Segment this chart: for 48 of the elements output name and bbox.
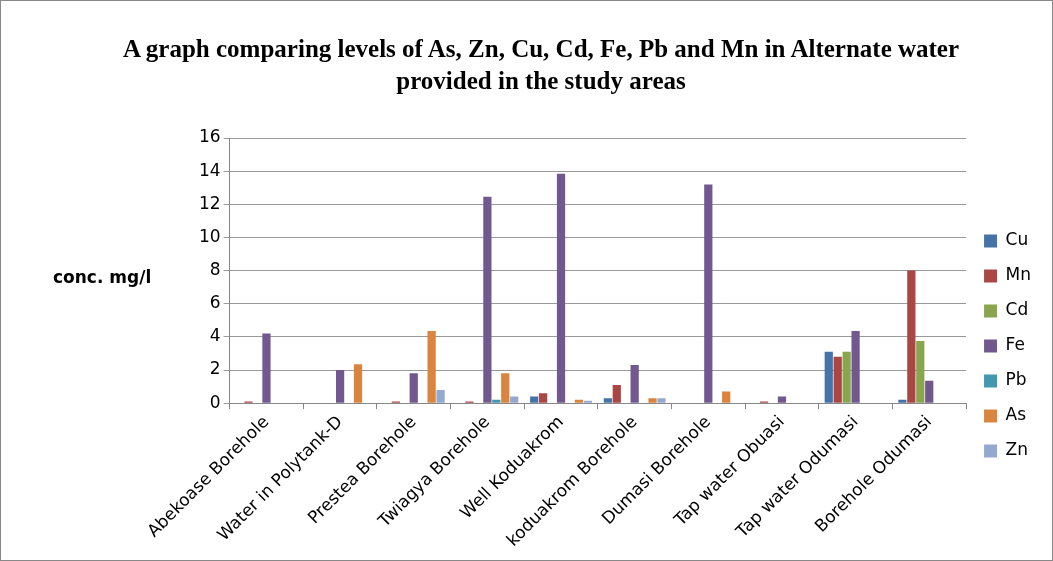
bar xyxy=(262,333,271,403)
legend-label: Cd xyxy=(1005,299,1029,320)
bar xyxy=(648,398,657,403)
y-tick-label: 8 xyxy=(209,259,221,279)
bar xyxy=(335,370,345,403)
bar xyxy=(353,364,363,403)
bar xyxy=(556,173,566,403)
y-axis-title: conc. mg/l xyxy=(53,266,152,287)
y-tick-label: 6 xyxy=(209,292,221,313)
bar xyxy=(925,380,934,403)
bar xyxy=(907,270,916,403)
bar xyxy=(436,389,445,403)
bar xyxy=(916,341,925,403)
bar xyxy=(851,331,860,403)
legend-label: Fe xyxy=(1005,334,1025,355)
bar xyxy=(777,396,787,403)
bar xyxy=(824,351,833,403)
bar xyxy=(704,184,713,403)
legend-label: Zn xyxy=(1005,439,1028,460)
y-tick-label: 12 xyxy=(198,192,221,213)
bar xyxy=(657,398,666,403)
bar xyxy=(630,365,639,403)
y-tick-label: 2 xyxy=(209,358,221,379)
bar xyxy=(483,196,492,403)
y-tick-label: 0 xyxy=(209,391,221,412)
bar xyxy=(530,396,539,403)
y-tick-label: 4 xyxy=(209,325,221,346)
legend-label: Cu xyxy=(1005,229,1029,250)
bar xyxy=(842,351,851,403)
bar xyxy=(833,356,842,403)
bar xyxy=(409,373,418,403)
y-tick-label: 16 xyxy=(198,126,221,147)
bar xyxy=(492,399,501,403)
chart-title: A graph comparing levels of As, Zn, Cu, Cd, Fe, Pb and Mn in Alternate water provided in the study areas xyxy=(121,34,961,96)
bar xyxy=(539,393,548,403)
bar xyxy=(427,331,436,403)
bar xyxy=(612,384,621,403)
bar xyxy=(574,399,584,403)
y-tick-label: 14 xyxy=(198,159,221,180)
y-tick-label: 10 xyxy=(198,225,221,246)
bar xyxy=(510,396,519,403)
bar xyxy=(501,373,510,403)
bar xyxy=(722,391,731,403)
legend-label: Mn xyxy=(1005,264,1032,285)
legend-label: Pb xyxy=(1005,369,1027,390)
legend-label: As xyxy=(1005,404,1027,425)
bar xyxy=(603,398,612,403)
bar xyxy=(898,399,907,403)
